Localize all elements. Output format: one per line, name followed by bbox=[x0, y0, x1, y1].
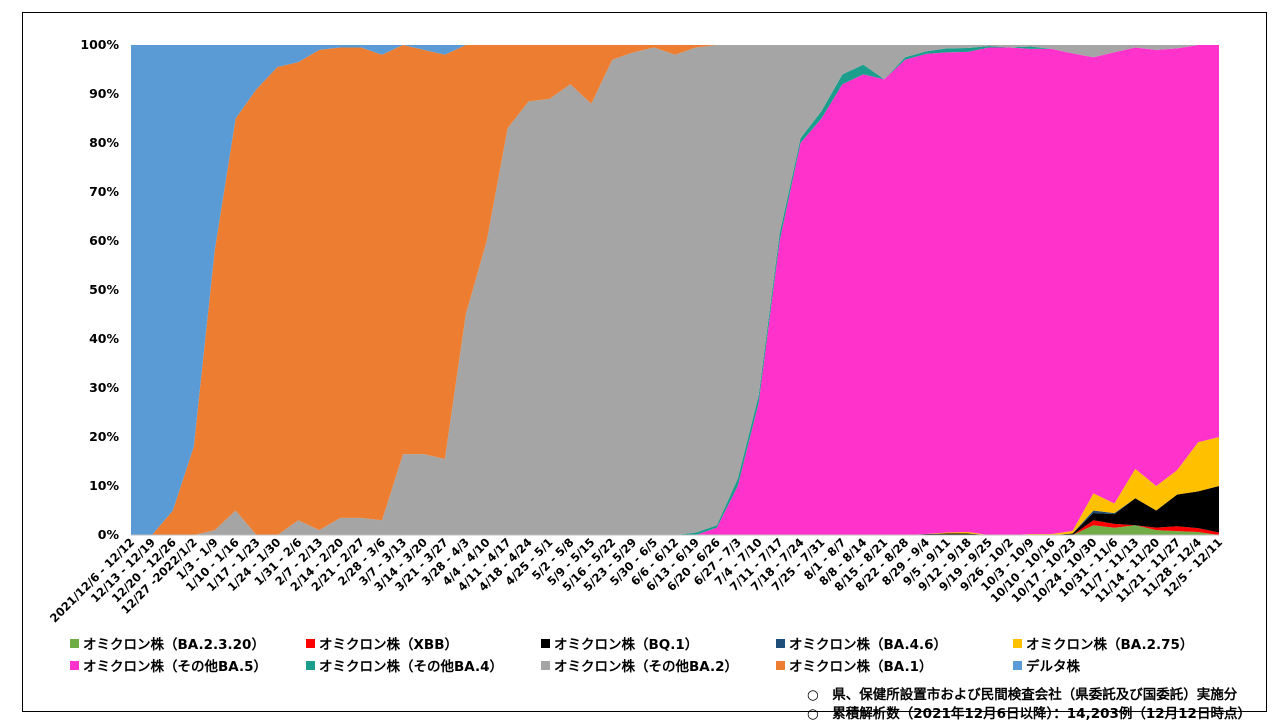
legend-swatch bbox=[306, 660, 315, 670]
notes: ○ 県、保健所設置市および民間検査会社（県委託及び国委託）実施分 ○ 累積解析数… bbox=[807, 686, 1251, 724]
stacked-area-chart: 0%10%20%30%40%50%60%70%80%90%100%2021/12… bbox=[47, 37, 1225, 625]
area-series-9 bbox=[131, 45, 1219, 535]
legend-item: オミクロン株（BA.2.75） bbox=[1013, 633, 1193, 653]
y-tick-label: 90% bbox=[89, 86, 119, 101]
legend-swatch bbox=[1013, 638, 1022, 648]
y-tick-label: 50% bbox=[89, 282, 119, 297]
area-layers bbox=[131, 45, 1219, 535]
y-tick-label: 30% bbox=[89, 380, 119, 395]
legend-label: オミクロン株（BA.4.6） bbox=[789, 637, 948, 653]
legend-swatch bbox=[1013, 660, 1022, 670]
legend-swatch bbox=[70, 660, 79, 670]
legend-swatch bbox=[541, 660, 550, 670]
area-series-7 bbox=[131, 45, 1219, 535]
legend-swatch bbox=[776, 638, 785, 648]
area-series-0 bbox=[131, 525, 1219, 535]
legend-item: デルタ株 bbox=[1013, 655, 1080, 675]
note-line-2: ○ 累積解析数（2021年12月6日以降）：14,203例（12月12日時点） bbox=[807, 706, 1251, 722]
legend-label: オミクロン株（BQ.1） bbox=[554, 637, 699, 653]
legend-item: オミクロン株（その他BA.5） bbox=[70, 655, 267, 675]
legend-swatch bbox=[70, 638, 79, 648]
y-tick-label: 70% bbox=[89, 184, 119, 199]
legend-item: オミクロン株（BA.4.6） bbox=[776, 633, 947, 653]
legend-label: オミクロン株（BA.2.75） bbox=[1026, 637, 1194, 653]
legend-label: デルタ株 bbox=[1026, 659, 1080, 675]
y-tick-label: 40% bbox=[89, 331, 119, 346]
y-tick-label: 80% bbox=[89, 135, 119, 150]
legend-item: オミクロン株（BA.1） bbox=[776, 655, 933, 675]
legend-item: オミクロン株（BA.2.3.20） bbox=[70, 633, 265, 653]
note-line-1: ○ 県、保健所設置市および民間検査会社（県委託及び国委託）実施分 bbox=[807, 687, 1238, 703]
legend-label: オミクロン株（BA.2.3.20） bbox=[83, 637, 265, 653]
area-series-5 bbox=[131, 45, 1219, 535]
y-tick-label: 20% bbox=[89, 429, 119, 444]
legend-swatch bbox=[306, 638, 315, 648]
legend-label: オミクロン株（その他BA.2） bbox=[554, 659, 739, 675]
y-tick-label: 60% bbox=[89, 233, 119, 248]
legend-label: オミクロン株（BA.1） bbox=[789, 659, 933, 675]
y-tick-label: 0% bbox=[98, 527, 120, 542]
legend-label: オミクロン株（XBB） bbox=[319, 637, 458, 653]
area-series-8 bbox=[131, 45, 1219, 535]
y-tick-label: 100% bbox=[80, 37, 119, 52]
chart-frame: 0% 10% 20% 30% 40% 50% 60% 70% 80% 90% 100% 2021/12… bbox=[22, 12, 1267, 722]
legend-item: オミクロン株（BQ.1） bbox=[541, 633, 698, 653]
y-tick-label: 10% bbox=[89, 478, 119, 493]
legend-swatch bbox=[541, 638, 550, 648]
legend-label: オミクロン株（その他BA.5） bbox=[83, 659, 268, 675]
legend-item: オミクロン株（その他BA.4） bbox=[306, 655, 503, 675]
legend-label: オミクロン株（その他BA.4） bbox=[319, 659, 504, 675]
legend-swatch bbox=[776, 660, 785, 670]
legend-item: オミクロン株（XBB） bbox=[306, 633, 458, 653]
legend-item: オミクロン株（その他BA.2） bbox=[541, 655, 738, 675]
